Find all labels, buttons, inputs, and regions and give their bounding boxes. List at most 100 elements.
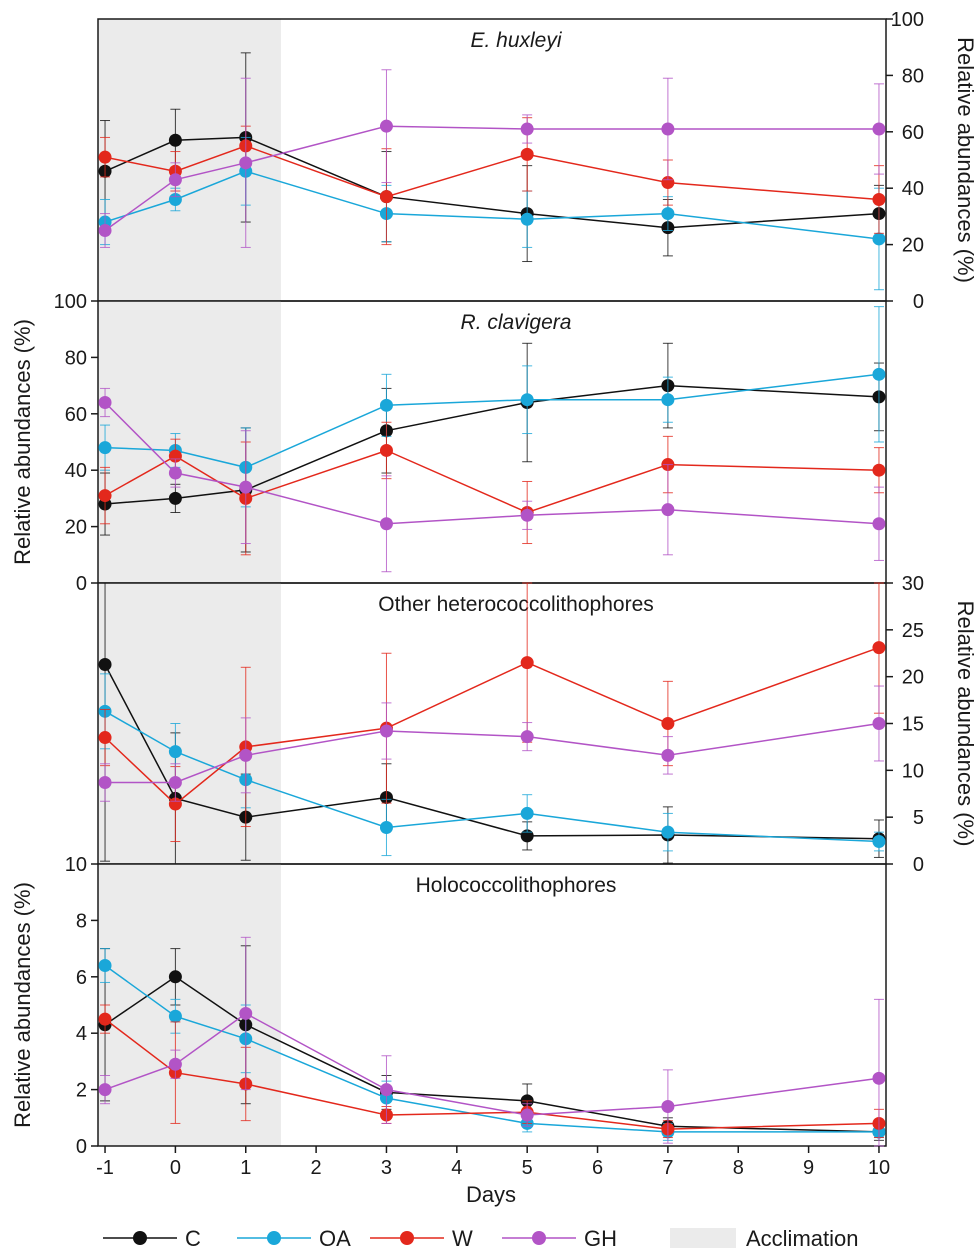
y-axis-label: Relative abundances (%) — [10, 319, 35, 565]
y-tick-label: 20 — [65, 517, 87, 539]
y-tick-label: 20 — [902, 235, 924, 257]
data-point — [872, 122, 886, 136]
legend-marker-OA — [267, 1231, 281, 1245]
series-GH — [98, 936, 886, 1147]
data-point — [98, 1083, 112, 1097]
y-tick-label: 10 — [902, 760, 924, 782]
data-point — [98, 441, 112, 455]
y-tick-label: 80 — [902, 65, 924, 87]
y-tick-label: 60 — [902, 122, 924, 144]
y-tick-label: 5 — [913, 807, 924, 829]
data-point — [661, 748, 675, 762]
x-tick-label: 8 — [733, 1157, 744, 1179]
data-point — [98, 396, 112, 410]
data-point — [239, 1006, 253, 1020]
data-point — [872, 1071, 886, 1085]
y-tick-label: 80 — [65, 347, 87, 369]
panel-frame — [97, 863, 887, 1147]
data-point — [379, 443, 393, 457]
data-point — [520, 147, 534, 161]
panel-0: E. huxleyi 0 20 40 60 80 100 Relative abundance… — [97, 9, 977, 313]
legend-label: C — [185, 1226, 201, 1251]
data-point — [379, 190, 393, 204]
data-point — [872, 835, 886, 849]
y-tick-label: 40 — [65, 460, 87, 482]
y-tick-label: 8 — [76, 910, 87, 932]
y-tick-label: 100 — [891, 9, 924, 31]
data-point — [168, 133, 182, 147]
data-point — [98, 731, 112, 745]
x-tick-label: 3 — [381, 1157, 392, 1179]
data-point — [520, 508, 534, 522]
data-point — [168, 1057, 182, 1071]
y-tick-label: 2 — [76, 1080, 87, 1102]
legend-marker-W — [400, 1231, 414, 1245]
legend-swatch-acclimation — [670, 1228, 736, 1248]
data-point — [661, 207, 675, 221]
data-point — [872, 717, 886, 730]
panel-3: Holococcolithophores 0 2 4 6 8 10 Relative abun… — [10, 854, 887, 1158]
data-point — [872, 192, 886, 206]
panel-title: Holococcolithophores — [416, 874, 617, 897]
y-tick-label: 60 — [65, 404, 87, 426]
data-point — [239, 480, 253, 494]
y-tick-label: 4 — [76, 1023, 87, 1045]
legend: C OA W GH Acclimation — [103, 1226, 858, 1251]
data-point — [98, 489, 112, 503]
data-point — [168, 466, 182, 480]
data-point — [379, 724, 393, 738]
y-tick-label: 0 — [76, 1136, 87, 1158]
data-point — [520, 730, 534, 744]
data-point — [520, 806, 534, 820]
legend-label: OA — [319, 1226, 351, 1251]
data-point — [379, 820, 393, 834]
data-point — [379, 119, 393, 133]
x-tick-label: 2 — [311, 1157, 322, 1179]
legend-label: W — [452, 1226, 473, 1251]
data-point — [168, 173, 182, 187]
y-tick-label: 6 — [76, 967, 87, 989]
y-tick-label: 0 — [76, 573, 87, 595]
panel-title: R. clavigera — [461, 311, 572, 334]
data-point — [98, 657, 112, 671]
data-point — [520, 212, 534, 226]
data-point — [168, 1009, 182, 1023]
panel-1: R. clavigera 0 20 40 60 80 100 Relative abundan… — [10, 291, 887, 595]
data-point — [98, 1012, 112, 1026]
data-point — [661, 1100, 675, 1114]
data-point — [379, 398, 393, 412]
data-point — [168, 745, 182, 759]
data-point — [872, 463, 886, 477]
data-point — [98, 224, 112, 237]
y-tick-label: 30 — [902, 573, 924, 595]
y-axis-label: Relative abundances (%) — [10, 882, 35, 1128]
x-tick-label: 6 — [592, 1157, 603, 1179]
data-point — [168, 491, 182, 505]
data-point — [168, 776, 182, 790]
data-point — [872, 641, 886, 655]
legend-label: Acclimation — [746, 1226, 858, 1251]
data-point — [872, 367, 886, 381]
x-tick-label: 9 — [803, 1157, 814, 1179]
data-point — [239, 748, 253, 762]
data-point — [661, 717, 675, 730]
panel-title: Other heterococcolithophores — [378, 593, 654, 616]
y-tick-label: 0 — [913, 854, 924, 876]
data-point — [661, 122, 675, 136]
x-tick-label: 0 — [170, 1157, 181, 1179]
data-point — [98, 776, 112, 790]
data-point — [661, 503, 675, 517]
data-point — [520, 393, 534, 407]
data-point — [661, 825, 675, 839]
data-point — [98, 959, 112, 973]
x-tick-label: 10 — [868, 1157, 890, 1179]
acclimation-band — [98, 301, 281, 583]
x-tick-label: 4 — [451, 1157, 462, 1179]
x-tick-label: 7 — [662, 1157, 673, 1179]
y-tick-label: 100 — [54, 291, 87, 313]
x-tick-label: -1 — [96, 1157, 114, 1179]
data-point — [379, 517, 393, 531]
data-point — [98, 150, 112, 164]
x-tick-label: 1 — [240, 1157, 251, 1179]
